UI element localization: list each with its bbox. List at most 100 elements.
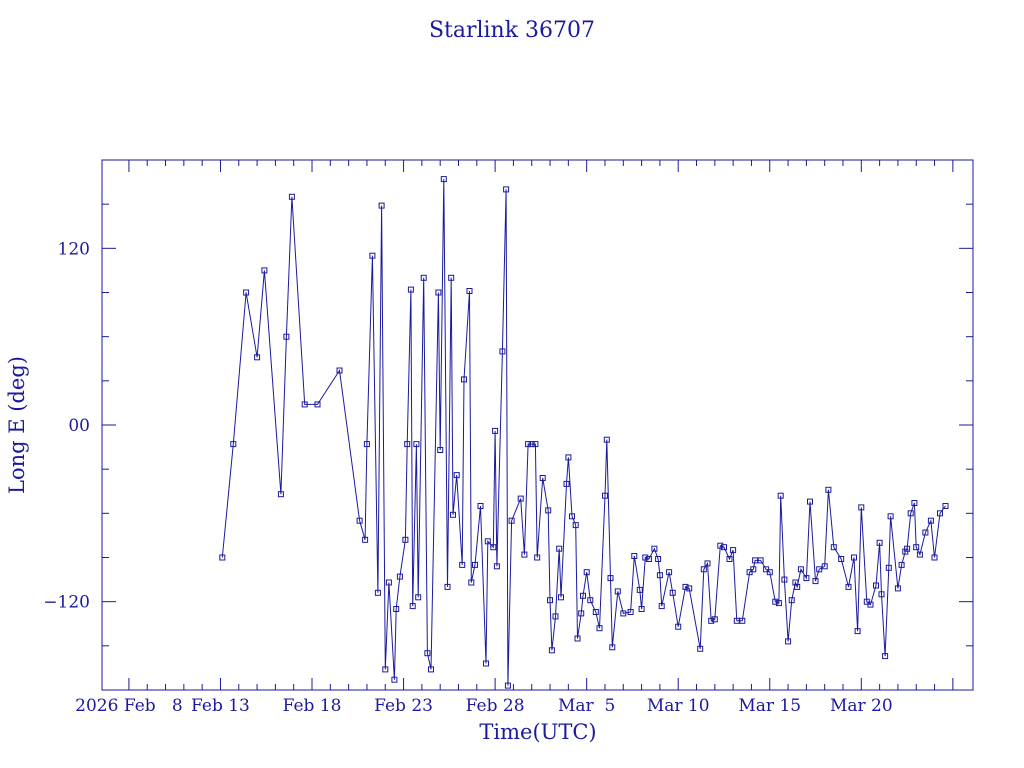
x-tick-label: 2026 Feb 8 xyxy=(75,696,183,716)
data-point xyxy=(301,401,308,408)
data-point xyxy=(904,545,911,552)
data-point xyxy=(472,561,478,568)
data-point xyxy=(781,576,788,583)
data-point xyxy=(459,561,466,568)
x-axis-label: Time(UTC) xyxy=(479,720,596,744)
data-point xyxy=(704,560,711,567)
data-point xyxy=(583,569,590,576)
y-axis-label: Long E (deg) xyxy=(5,356,29,494)
data-point xyxy=(503,186,510,193)
data-point xyxy=(283,333,290,340)
data-point xyxy=(766,569,773,576)
data-point xyxy=(396,573,403,580)
data-point xyxy=(558,594,564,601)
data-point xyxy=(243,289,250,296)
data-point xyxy=(775,600,782,607)
data-point xyxy=(521,551,528,558)
data-point xyxy=(424,650,431,657)
data-point xyxy=(444,583,451,590)
data-point xyxy=(937,510,943,517)
x-tick-label: Feb 13 xyxy=(191,696,250,716)
data-point xyxy=(461,376,467,383)
data-point xyxy=(645,556,652,562)
data-point xyxy=(393,606,400,612)
y-tick-label: 120 xyxy=(58,239,90,259)
data-point xyxy=(532,441,539,448)
data-point xyxy=(666,569,673,576)
data-point xyxy=(391,676,398,683)
data-point xyxy=(407,286,414,293)
chart-title: Starlink 36707 xyxy=(429,18,595,43)
data-point xyxy=(539,475,546,481)
data-point xyxy=(620,610,627,617)
data-point xyxy=(913,544,920,551)
data-point xyxy=(878,591,885,598)
data-point xyxy=(409,603,416,610)
data-point xyxy=(627,609,634,615)
data-point xyxy=(288,193,295,200)
data-point xyxy=(548,647,555,654)
data-point xyxy=(534,554,541,561)
series-line xyxy=(221,179,946,686)
data-point xyxy=(254,354,261,361)
data-point xyxy=(563,480,570,487)
data-point xyxy=(499,348,506,355)
data-point xyxy=(942,503,949,509)
data-point xyxy=(219,554,226,561)
data-point xyxy=(552,613,559,620)
data-point xyxy=(898,561,905,568)
data-point xyxy=(638,606,645,612)
data-point xyxy=(448,274,455,281)
data-point xyxy=(580,592,586,599)
data-point xyxy=(504,682,511,689)
data-point xyxy=(730,547,737,554)
data-point xyxy=(656,572,663,579)
data-point xyxy=(483,660,489,667)
data-point xyxy=(402,536,409,543)
data-point xyxy=(517,495,524,502)
x-tick-label: Mar 10 xyxy=(647,696,710,716)
data-point xyxy=(700,566,707,573)
data-point xyxy=(907,510,914,517)
data-point xyxy=(609,644,616,651)
data-point xyxy=(374,589,381,596)
y-tick-label: 00 xyxy=(68,416,90,436)
data-point xyxy=(415,594,422,601)
data-point xyxy=(838,556,845,562)
data-point xyxy=(636,586,643,593)
data-point xyxy=(466,288,473,294)
data-point xyxy=(525,441,532,448)
data-point xyxy=(578,610,585,617)
data-point xyxy=(750,566,757,573)
data-point xyxy=(726,556,733,562)
data-point xyxy=(658,603,665,610)
data-point xyxy=(385,579,392,586)
data-point xyxy=(797,566,804,573)
data-point xyxy=(830,544,837,551)
data-point xyxy=(362,536,369,543)
data-point xyxy=(569,513,575,520)
data-point xyxy=(382,666,389,673)
data-point xyxy=(477,503,484,509)
data-point xyxy=(887,513,894,520)
series-layer xyxy=(219,176,949,689)
x-tick-label: Mar 20 xyxy=(830,696,893,716)
data-point xyxy=(739,617,746,624)
data-point xyxy=(565,454,572,461)
data-point xyxy=(440,176,447,183)
data-point xyxy=(574,635,581,642)
data-point xyxy=(916,551,923,558)
data-point xyxy=(894,585,901,592)
plot-frame xyxy=(101,159,974,691)
data-point xyxy=(931,554,938,561)
data-point xyxy=(675,623,682,630)
data-point xyxy=(876,539,883,546)
y-axis: −120 00 120 xyxy=(43,203,973,647)
data-point xyxy=(420,274,427,281)
data-point xyxy=(772,598,779,605)
data-point xyxy=(261,267,268,274)
data-point xyxy=(556,545,563,552)
data-point xyxy=(631,553,638,559)
data-point xyxy=(851,554,857,561)
